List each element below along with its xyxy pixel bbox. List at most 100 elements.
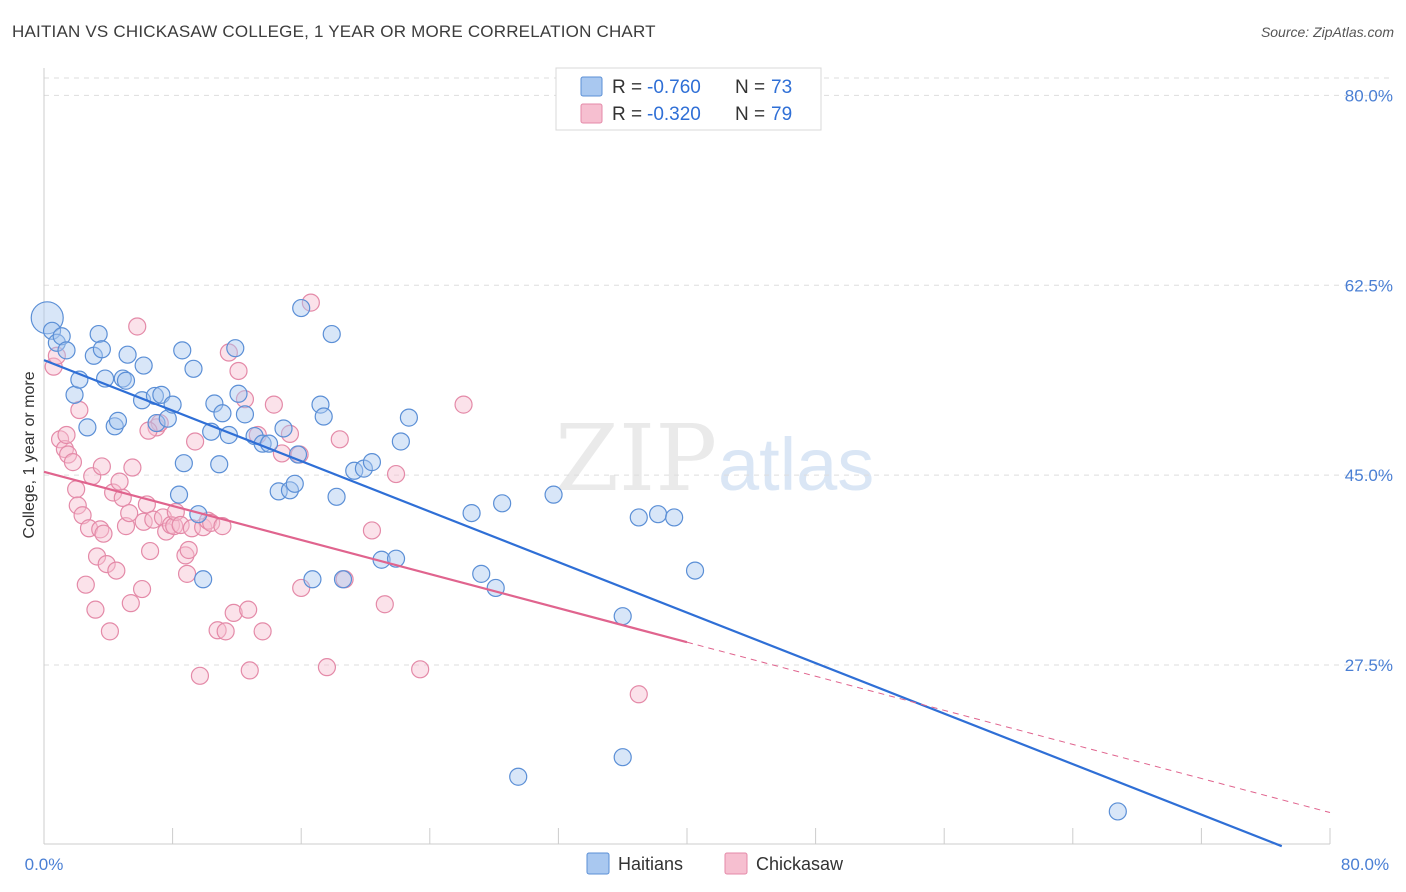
haitians-point [105,417,124,436]
chart-source: Source: ZipAtlas.com [1260,24,1394,40]
y-axis-label: College, 1 year or more [21,371,38,538]
haitians-point [226,339,245,358]
chickasaw-point [375,595,394,614]
legend-swatch-chickasaw [580,103,603,124]
haitians-point [399,408,419,427]
chickasaw-point [76,575,95,594]
chickasaw-point [107,561,126,580]
chickasaw-point [411,660,430,679]
y-tick-label: 27.5% [1345,656,1393,675]
chickasaw-trend-extension [686,641,1331,814]
chickasaw-point [330,430,349,449]
haitians-point [42,321,62,340]
chickasaw-point [100,622,120,641]
bottom-legend-swatch-haitians [586,852,610,875]
chickasaw-point [239,600,258,619]
haitians-point [327,487,346,506]
haitians-point [116,371,136,390]
haitians-point [229,384,248,403]
watermark-zip: ZIP [555,405,717,512]
legend-n-value-haitians: 73 [771,77,792,98]
haitians-point [235,405,255,424]
tick-labels: 80.0% 62.5% 45.0% 27.5% 0.0% 80.0% [25,86,1393,874]
haitians-point [147,413,166,433]
chickasaw-point [171,515,190,535]
chickasaw-point [202,513,221,532]
axes [43,68,1331,845]
y-tick-label: 80.0% [1345,86,1393,105]
haitians-point [391,432,410,451]
haitians-point [184,359,203,378]
chickasaw-point [229,361,248,381]
chickasaw-point [110,472,129,491]
haitians-point [648,505,668,524]
haitians-point [274,419,293,438]
haitians-point [462,503,481,523]
legend-r-value-chickasaw: -0.320 [647,104,701,125]
y-tick-label: 62.5% [1345,276,1393,295]
chickasaw-point [132,579,152,599]
watermark-atlas: atlas [718,423,874,506]
chickasaw-point [240,661,259,680]
bottom-legend-swatch-chickasaw [724,852,748,875]
chickasaw-trend-line [43,470,688,644]
haitians-point [544,485,563,504]
haitians-point [1108,802,1127,821]
chickasaw-point [362,521,382,540]
haitians-point [472,564,491,583]
haitians-points [30,298,1127,821]
chickasaw-point [120,503,139,523]
chickasaw-point [264,395,283,414]
haitians-point [685,561,705,580]
chickasaw-point [165,517,184,536]
haitians-point [89,324,108,344]
chickasaw-point [176,546,195,565]
chickasaw-point [301,293,320,312]
haitians-point [194,570,213,589]
haitians-trend-line [43,359,1283,848]
chickasaw-point [317,658,337,677]
haitians-point [509,767,528,786]
haitians-point [113,369,132,388]
haitians-point [303,570,322,589]
haitians-point [173,341,192,360]
x-tick-label-left: 0.0% [25,855,64,874]
legend-swatch-haitians [580,76,603,97]
haitians-point [52,327,71,346]
haitians-point [292,298,311,318]
chickasaw-point [179,540,198,560]
legend-r-label-haitians: R = [612,77,642,98]
chickasaw-point [140,541,160,561]
chickasaw-point [87,547,107,566]
haitians-point [322,324,341,344]
x-tick-label-right: 80.0% [1341,855,1389,874]
chickasaw-point [92,457,111,476]
legend-n-label-haitians: N = [735,77,765,98]
haitians-point [92,340,111,359]
haitians-point [118,345,137,364]
legend-n-value-chickasaw: 79 [771,104,792,125]
haitians-point [629,508,648,527]
chickasaw-point [454,395,473,414]
haitians-point [285,474,304,493]
chickasaw-point [68,496,87,515]
chickasaw-point [386,464,406,484]
chickasaw-point [128,317,147,336]
chickasaw-point [629,685,648,704]
bottom-legend-label-chickasaw: Chickasaw [756,854,844,874]
top-legend: R = -0.760 N = 73 R = -0.320 N = 79 [555,67,822,131]
chickasaw-point [57,425,76,445]
chickasaw-point [224,603,243,623]
chickasaw-point [216,622,235,641]
haitians-point [213,404,232,423]
y-tick-label: 45.0% [1345,466,1393,485]
chickasaw-point [55,439,74,459]
haitians-point [65,385,84,404]
chickasaw-point [67,480,86,499]
chickasaw-point [94,524,113,543]
chickasaw-point [70,400,89,420]
haitians-point [169,485,189,504]
bottom-legend: Haitians Chickasaw [586,852,844,875]
chickasaw-point [63,453,83,472]
